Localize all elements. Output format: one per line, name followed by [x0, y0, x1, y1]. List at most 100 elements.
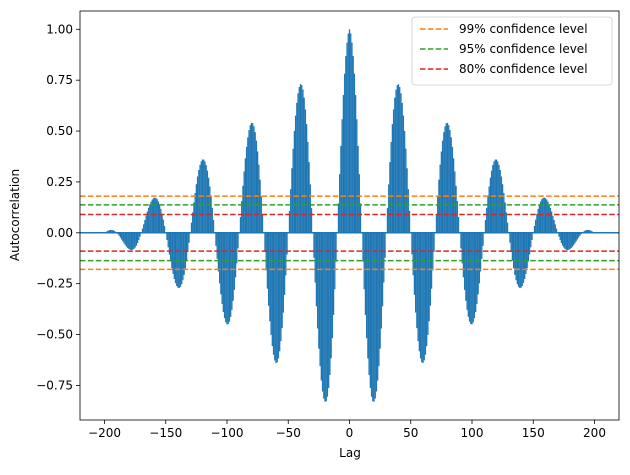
acf-bar — [183, 232, 185, 275]
acf-bar — [192, 212, 194, 233]
acf-bar — [266, 232, 269, 289]
acf-bar — [166, 232, 168, 240]
acf-bar — [586, 229, 588, 233]
acf-bar — [406, 168, 408, 233]
acf-bar — [405, 148, 407, 233]
acf-bar — [473, 232, 476, 319]
y-axis-label: Autocorrelation — [8, 169, 22, 261]
acf-bar — [547, 201, 549, 233]
acf-bar — [225, 232, 227, 323]
acf-bar — [173, 232, 175, 280]
x-tick-label: 150 — [522, 426, 545, 440]
acf-bar — [538, 204, 541, 233]
acf-bar — [562, 232, 564, 246]
acf-bar — [111, 229, 113, 233]
acf-bar — [407, 189, 409, 233]
acf-bar — [223, 232, 226, 319]
acf-bar — [305, 124, 308, 233]
acf-bar — [549, 207, 552, 233]
acf-bar — [302, 89, 304, 233]
acf-bar — [514, 232, 516, 275]
acf-bar — [340, 145, 342, 233]
acf-bar — [386, 208, 389, 233]
acf-bar — [325, 232, 327, 402]
legend-label: 99% confidence level — [459, 22, 588, 36]
acf-bar — [255, 140, 258, 233]
acf-bar — [123, 232, 125, 244]
acf-bar — [503, 192, 505, 233]
acf-bar — [275, 232, 277, 364]
acf-bar — [136, 232, 139, 244]
acf-bar — [522, 232, 525, 284]
acf-bar — [515, 232, 517, 281]
acf-bar — [216, 232, 218, 259]
acf-bar — [313, 232, 315, 258]
acf-bar — [268, 232, 270, 306]
acf-bar — [379, 232, 381, 349]
acf-bar — [359, 203, 362, 233]
acf-bar — [106, 231, 108, 233]
x-tick-label: −50 — [276, 426, 301, 440]
acf-bar — [144, 220, 146, 233]
acf-bar — [450, 137, 452, 233]
acf-bar — [118, 232, 120, 236]
acf-bar — [460, 232, 462, 249]
acf-bar — [138, 232, 140, 241]
acf-bar — [585, 230, 587, 233]
acf-bar — [274, 232, 276, 361]
acf-bar — [367, 232, 369, 359]
acf-bar — [527, 232, 529, 262]
acf-bar — [212, 220, 215, 233]
acf-bar — [270, 232, 272, 335]
acf-bar — [531, 232, 533, 240]
acf-bar — [465, 232, 467, 301]
acf-bar — [552, 215, 554, 233]
acf-bar — [499, 169, 501, 233]
acf-bar — [269, 232, 271, 322]
acf-bar — [548, 204, 550, 233]
acf-bar — [559, 232, 561, 241]
acf-bar — [438, 179, 440, 233]
acf-bar — [472, 232, 474, 323]
acf-bar — [455, 185, 457, 233]
y-tick-label: 0.00 — [46, 226, 73, 240]
acf-bar — [590, 230, 592, 233]
acf-bar — [506, 222, 509, 233]
acf-bar — [577, 232, 580, 238]
acf-bar — [498, 164, 500, 233]
acf-bar — [242, 185, 244, 233]
acf-bar — [446, 122, 449, 233]
acf-bar — [363, 232, 365, 290]
acf-bar — [389, 162, 391, 233]
acf-bar — [408, 210, 411, 233]
acf-bar — [283, 232, 286, 295]
acf-bar — [571, 232, 574, 247]
acf-bar — [121, 232, 123, 240]
acf-bar — [462, 232, 465, 278]
acf-bar — [403, 131, 406, 233]
acf-bar — [454, 171, 456, 233]
acf-bar — [222, 232, 224, 312]
acf-bar — [471, 232, 473, 325]
acf-bar — [356, 119, 358, 233]
acf-bar — [554, 224, 556, 233]
acf-bar — [479, 232, 482, 272]
axes-layer: −200 −150 −100 −50 0 50 100 150 200 −0.75 −0.50 −0.… — [36, 10, 620, 440]
acf-bar — [411, 232, 413, 255]
acf-bar — [395, 89, 397, 233]
acf-bar — [501, 184, 504, 233]
acf-bar — [272, 232, 275, 355]
acf-bar — [286, 232, 288, 255]
acf-bar — [511, 232, 514, 261]
acf-bar — [579, 232, 581, 236]
acf-bar — [181, 232, 183, 285]
acf-bar — [426, 232, 428, 347]
acf-bar — [525, 232, 527, 274]
acf-bar — [226, 232, 228, 325]
acf-bar — [380, 232, 382, 329]
acf-bar — [375, 232, 378, 392]
acf-bar — [194, 192, 196, 233]
x-tick-label: −200 — [88, 426, 121, 440]
acf-bar — [260, 196, 262, 233]
